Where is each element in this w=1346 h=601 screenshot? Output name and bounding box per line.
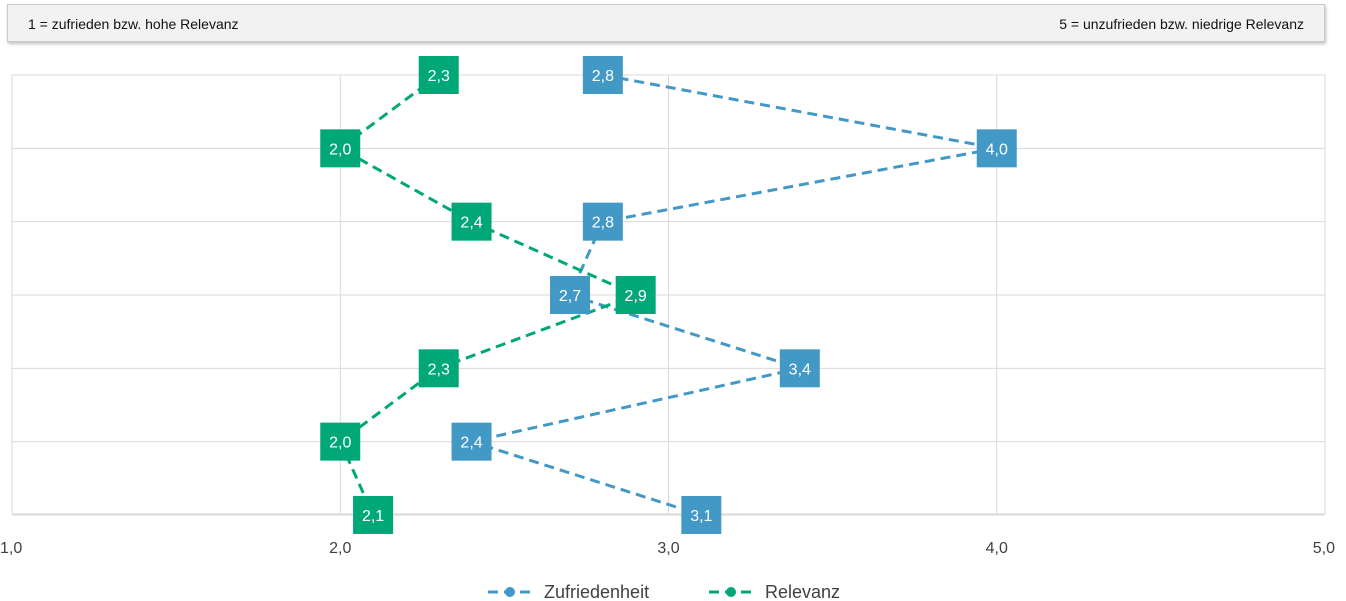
legend-marker-relevanz xyxy=(726,587,736,597)
scale-note-left: 1 = zufrieden bzw. hohe Relevanz xyxy=(28,16,239,32)
scale-legend-bar: 1 = zufrieden bzw. hohe Relevanz 5 = unz… xyxy=(7,4,1325,42)
data-label-relevanz: 2,3 xyxy=(428,361,450,378)
data-label-zufriedenheit: 2,8 xyxy=(592,68,614,85)
x-tick-label: 3,0 xyxy=(657,540,679,557)
legend-label-zufriedenheit: Zufriedenheit xyxy=(544,582,649,601)
data-label-relevanz: 2,9 xyxy=(625,288,647,305)
x-tick-label: 2,0 xyxy=(329,540,351,557)
data-label-relevanz: 2,0 xyxy=(329,435,351,452)
scale-note-right: 5 = unzufrieden bzw. niedrige Relevanz xyxy=(1059,16,1304,32)
data-point-box-zufriedenheit xyxy=(582,202,623,241)
legend-label-relevanz: Relevanz xyxy=(765,582,840,601)
data-label-zufriedenheit: 2,4 xyxy=(460,435,482,452)
data-label-relevanz: 2,0 xyxy=(329,141,351,158)
data-point-box-relevanz xyxy=(615,275,656,314)
data-point-box-relevanz xyxy=(320,422,361,461)
data-label-zufriedenheit: 2,7 xyxy=(559,288,581,305)
data-point-box-relevanz xyxy=(451,202,492,241)
data-label-relevanz: 2,1 xyxy=(362,508,384,525)
data-point-box-zufriedenheit xyxy=(451,422,492,461)
data-point-box-zufriedenheit xyxy=(550,275,591,314)
legend-marker-zufriedenheit xyxy=(505,587,515,597)
data-label-relevanz: 2,3 xyxy=(428,68,450,85)
data-point-box-zufriedenheit xyxy=(681,495,722,534)
data-point-box-zufriedenheit xyxy=(582,56,623,94)
data-point-box-relevanz xyxy=(320,129,361,168)
data-point-box-relevanz xyxy=(353,495,394,534)
data-label-zufriedenheit: 3,4 xyxy=(789,361,811,378)
x-tick-label: 5,0 xyxy=(1313,540,1335,557)
x-tick-label: 1,0 xyxy=(0,540,22,557)
data-label-zufriedenheit: 2,8 xyxy=(592,215,614,232)
data-label-zufriedenheit: 3,1 xyxy=(690,508,712,525)
data-point-box-zufriedenheit xyxy=(976,129,1017,168)
data-label-relevanz: 2,4 xyxy=(460,215,482,232)
data-label-zufriedenheit: 4,0 xyxy=(986,141,1008,158)
data-point-box-zufriedenheit xyxy=(779,349,820,388)
x-tick-label: 4,0 xyxy=(986,540,1008,557)
data-point-box-relevanz xyxy=(418,349,459,388)
data-point-box-relevanz xyxy=(418,56,459,94)
